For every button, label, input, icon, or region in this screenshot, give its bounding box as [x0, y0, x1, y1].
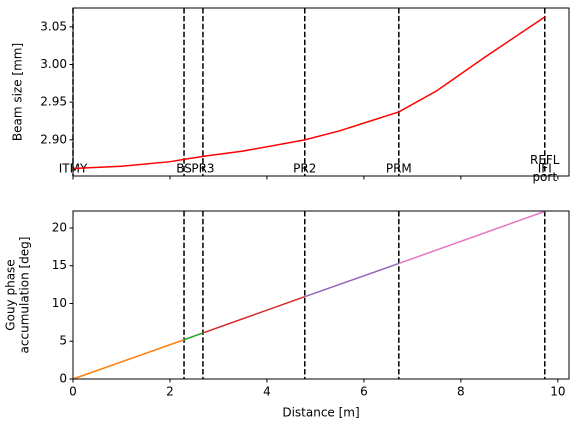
x-tick-label: 8 [457, 385, 465, 399]
line-series [398, 210, 546, 265]
y-tick-label: 5 [59, 334, 67, 348]
y-axis-label: Beam size [mm] [11, 43, 25, 141]
marker-label: BS [176, 162, 192, 176]
y-tick-label: 2.90 [40, 132, 67, 146]
line-series [304, 262, 400, 298]
marker-label: port [532, 170, 557, 184]
line-series [72, 16, 546, 170]
line-series [72, 339, 185, 380]
axes-frame [72, 210, 570, 380]
marker-label: PRM [386, 162, 412, 176]
y-tick-label: 0 [59, 372, 67, 386]
y-tick-label: 3.00 [40, 57, 67, 71]
line-series [183, 332, 204, 341]
x-tick-label: 0 [69, 385, 77, 399]
x-tick-label: 6 [360, 385, 368, 399]
marker-label: PR3 [191, 162, 214, 176]
x-tick-label: 2 [166, 385, 174, 399]
line-series [202, 295, 306, 334]
y-tick-label: 20 [52, 220, 67, 234]
marker-label: REFL [530, 153, 560, 167]
x-tick-label: 10 [550, 385, 565, 399]
y-tick-label: 3.05 [40, 19, 67, 33]
y-tick-label: 2.95 [40, 95, 67, 109]
y-tick-label: 15 [52, 258, 67, 272]
x-tick-label: 4 [263, 385, 271, 399]
marker-label: IFI [538, 162, 552, 176]
marker-label: PR2 [293, 162, 316, 176]
y-tick-label: 10 [52, 296, 67, 310]
axes-frame [72, 7, 570, 177]
y-axis-label: Gouy phase [4, 259, 18, 330]
x-axis-label: Distance [m] [282, 406, 359, 420]
y-axis-label: accumulation [deg] [18, 237, 32, 354]
